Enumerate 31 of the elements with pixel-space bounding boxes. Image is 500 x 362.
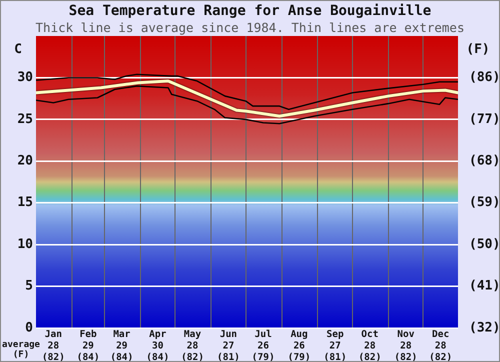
y-tick-label: 0 [25, 320, 34, 336]
y-tick-label: 25 [17, 112, 33, 127]
y-tick-label: 30 [17, 70, 34, 86]
y-tick-label: 10 [17, 236, 34, 252]
x-tick-label: Aug 26 (79) [288, 329, 311, 362]
y2-tick-label: (59) [469, 195, 500, 210]
y-tick-label: 5 [25, 278, 33, 294]
y-tick-label: 20 [17, 154, 34, 169]
x-tick-label: Apr 30 (84) [146, 329, 170, 362]
x-tick-label: Jun 27 (81) [217, 329, 240, 362]
x-tick-label: Feb 29 (84) [76, 329, 100, 362]
x-tick-label: May 28 (82) [181, 329, 204, 362]
y2-tick-label: (77) [469, 112, 500, 127]
y2-tick-label: (50) [469, 236, 500, 252]
chart-subtitle: Thick line is average since 1984. Thin lines are extremes [34, 20, 466, 35]
x-tick-label: Mar 29 (84) [110, 329, 134, 362]
x-tick-label: Dec 28 (82) [429, 329, 452, 362]
x-tick-label: Oct 28 (82) [358, 329, 382, 362]
y-axis-title: C [14, 42, 22, 57]
y2-tick-label: (86) [469, 70, 500, 86]
chart-title: Sea Temperature Range for Anse Bougainville [68, 3, 432, 19]
y2-tick-label: (41) [469, 278, 500, 294]
y2-axis-title: (F) [466, 42, 490, 57]
text: average (F) [2, 340, 41, 360]
x-tick-label: Jan 28 (82) [42, 329, 65, 362]
x-tick-label: Nov 28 (82) [394, 329, 418, 362]
y-tick-label: 15 [17, 195, 33, 210]
y2-tick-label: (68) [469, 154, 500, 169]
x-tick-label: Sep 27 (81) [324, 329, 347, 362]
x-tick-label: Jul 26 (79) [252, 329, 275, 362]
y2-tick-label: (32) [469, 320, 500, 336]
